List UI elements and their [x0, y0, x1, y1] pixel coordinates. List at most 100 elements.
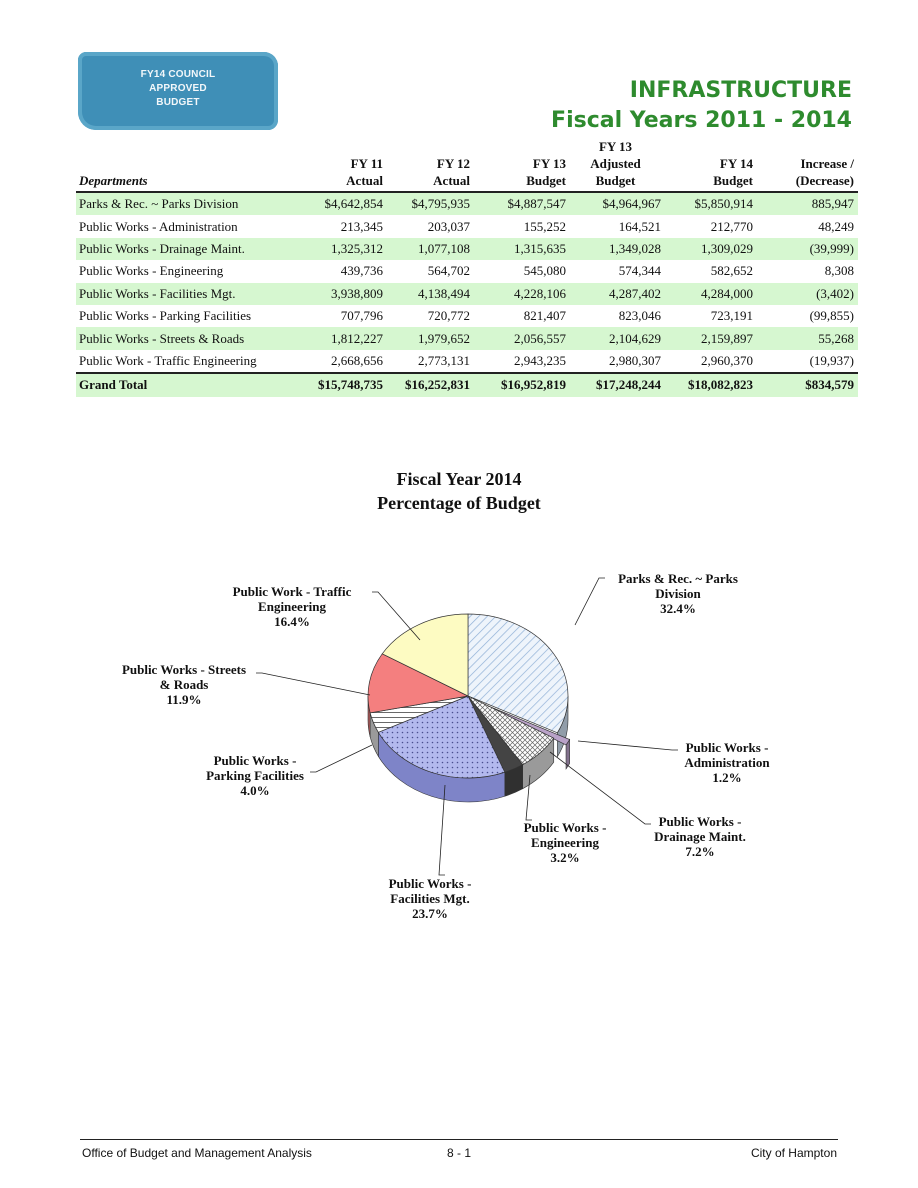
slice-label-line: Division	[655, 586, 701, 601]
amount-cell: 720,772	[427, 308, 470, 324]
column-header: FY 12 Actual	[433, 156, 470, 188]
slice-percent: 23.7%	[412, 906, 448, 921]
table-row: Public Works - Facilities Mgt. 3,938,809 4…	[76, 282, 858, 305]
column-header: Increase / (Decrease)	[795, 156, 854, 188]
page-title: INFRASTRUCTURE	[629, 78, 852, 103]
slice-percent: 7.2%	[685, 844, 714, 859]
chart-title-line: Fiscal Year 2014	[396, 469, 522, 489]
budget-table-container: Departments FY 11 Actual FY 12 Actual FY 1…	[76, 138, 858, 397]
slice-label-line: Drainage Maint.	[654, 829, 746, 844]
total-amount-cell: $16,952,819	[474, 372, 570, 397]
total-amount-cell: $834,579	[757, 372, 858, 397]
amount-cell: 885,947	[757, 192, 858, 216]
slice-label-line: Public Works -	[214, 753, 297, 768]
slice-percent: 1.2%	[712, 770, 741, 785]
total-amount-cell: $16,252,831	[387, 372, 474, 397]
total-amount-cell: $15,748,735	[300, 372, 387, 397]
slice-label: Public Works -Facilities Mgt. 23.7%	[389, 876, 472, 921]
amount-cell: $4,887,547	[474, 192, 570, 216]
budget-table: Departments FY 11 Actual FY 12 Actual FY 1…	[76, 138, 858, 397]
slice-label-line: Public Work - Traffic	[233, 584, 352, 599]
department-cell: Public Works - Engineering	[79, 263, 224, 279]
slice-label-line: & Roads	[160, 677, 209, 692]
table-row: Public Works - Drainage Maint. 1,325,312 1…	[76, 237, 858, 261]
pie-slice	[377, 695, 506, 779]
table-body: Parks & Rec. ~ Parks Division $4,642,854 $…	[76, 192, 858, 397]
amount-cell: 439,736	[340, 263, 383, 279]
total-amount-cell: $17,248,244	[570, 372, 665, 397]
amount-cell: (3,402)	[757, 282, 858, 305]
slice-percent: 3.2%	[550, 850, 579, 865]
page-subtitle: Fiscal Years 2011 - 2014	[551, 108, 852, 133]
leader-line	[372, 591, 421, 641]
amount-cell: $4,964,967	[570, 192, 665, 216]
amount-cell: 213,345	[340, 218, 383, 234]
slice-label-line: Engineering	[258, 599, 326, 614]
amount-cell: 2,943,235	[514, 352, 566, 368]
table-row: Public Works - Streets & Roads 1,812,227 1…	[76, 327, 858, 350]
chart-title-line: Percentage of Budget	[377, 493, 541, 513]
amount-cell: 4,284,000	[665, 282, 757, 305]
department-cell: Parks & Rec. ~ Parks Division	[76, 192, 300, 216]
amount-cell: 4,228,106	[474, 282, 570, 305]
slice-label: Parks & Rec. ~ Parks Division 32.4%	[618, 571, 738, 616]
amount-cell: 2,056,557	[474, 327, 570, 350]
slice-label-line: Public Works - Streets	[122, 662, 246, 677]
leader-line	[438, 784, 446, 876]
table-header-row: Departments FY 11 Actual FY 12 Actual FY 1…	[76, 138, 858, 192]
amount-cell: 723,191	[710, 308, 753, 324]
pie-chart: Parks & Rec. ~ Parks Division 32.4% Public …	[122, 571, 770, 921]
department-cell: Public Works - Drainage Maint.	[76, 237, 300, 261]
amount-cell: 155,252	[523, 218, 566, 234]
amount-cell: 823,046	[618, 308, 661, 324]
amount-cell: 707,796	[340, 308, 383, 324]
leader-line	[574, 577, 605, 626]
total-label-cell: Grand Total	[76, 372, 300, 397]
column-header: FY 14 Budget	[713, 156, 753, 188]
amount-cell: $5,850,914	[665, 192, 757, 216]
total-amount-cell: $18,082,823	[665, 372, 757, 397]
column-header: Departments	[79, 173, 148, 188]
slice-percent: 4.0%	[240, 783, 269, 798]
amount-cell: 8,308	[824, 263, 854, 279]
slice-percent: 11.9%	[166, 692, 201, 707]
amount-cell: (99,855)	[809, 308, 854, 324]
amount-cell: 1,349,028	[570, 237, 665, 261]
amount-cell: $4,795,935	[387, 192, 474, 216]
amount-cell: 203,037	[427, 218, 470, 234]
amount-cell: 1,812,227	[300, 327, 387, 350]
amount-cell: 1,309,029	[665, 237, 757, 261]
amount-cell: 1,325,312	[300, 237, 387, 261]
column-header: FY 13 Adjusted Budget	[590, 139, 641, 188]
badge-line: FY14 COUNCIL	[140, 69, 216, 80]
slice-label: Public Works - Streets & Roads 11.9%	[122, 662, 246, 707]
table-row: Parks & Rec. ~ Parks Division $4,642,854 $…	[76, 192, 858, 216]
pie-slice	[381, 613, 469, 697]
table-row: Public Works - Engineering 439,736 564,702…	[76, 260, 858, 282]
badge-line: APPROVED	[149, 83, 207, 94]
amount-cell: 48,249	[818, 218, 854, 234]
slice-label: Public Work - Traffic Engineering 16.4%	[233, 584, 352, 629]
slice-label: Public Works -Parking Facilities 4.0%	[206, 753, 304, 798]
department-cell: Public Works - Parking Facilities	[79, 308, 252, 324]
pie-slice	[467, 613, 569, 734]
amount-cell: $4,642,854	[300, 192, 387, 216]
amount-cell: 1,979,652	[387, 327, 474, 350]
slice-label-line: Administration	[684, 755, 770, 770]
pie-slice	[367, 653, 470, 714]
footer-office: Office of Budget and Management Analysis	[82, 1146, 312, 1160]
slice-label-line: Engineering	[531, 835, 599, 850]
leader-line	[310, 744, 373, 773]
amount-cell: 4,138,494	[387, 282, 474, 305]
amount-cell: 2,960,370	[701, 352, 753, 368]
amount-cell: 564,702	[427, 263, 470, 279]
footer-page-number: 8 - 1	[447, 1146, 472, 1160]
amount-cell: 582,652	[710, 263, 753, 279]
department-cell: Public Works - Streets & Roads	[76, 327, 300, 350]
footer-city: City of Hampton	[750, 1146, 837, 1160]
amount-cell: 4,287,402	[570, 282, 665, 305]
chart-title: Fiscal Year 2014 Percentage of Budget	[0, 467, 918, 515]
slice-label-line: Public Works -	[686, 740, 769, 755]
grand-total-row: Grand Total $15,748,735 $16,252,831 $16,952…	[76, 372, 858, 397]
table-row: Public Works - Administration 213,345 203,…	[76, 215, 858, 237]
